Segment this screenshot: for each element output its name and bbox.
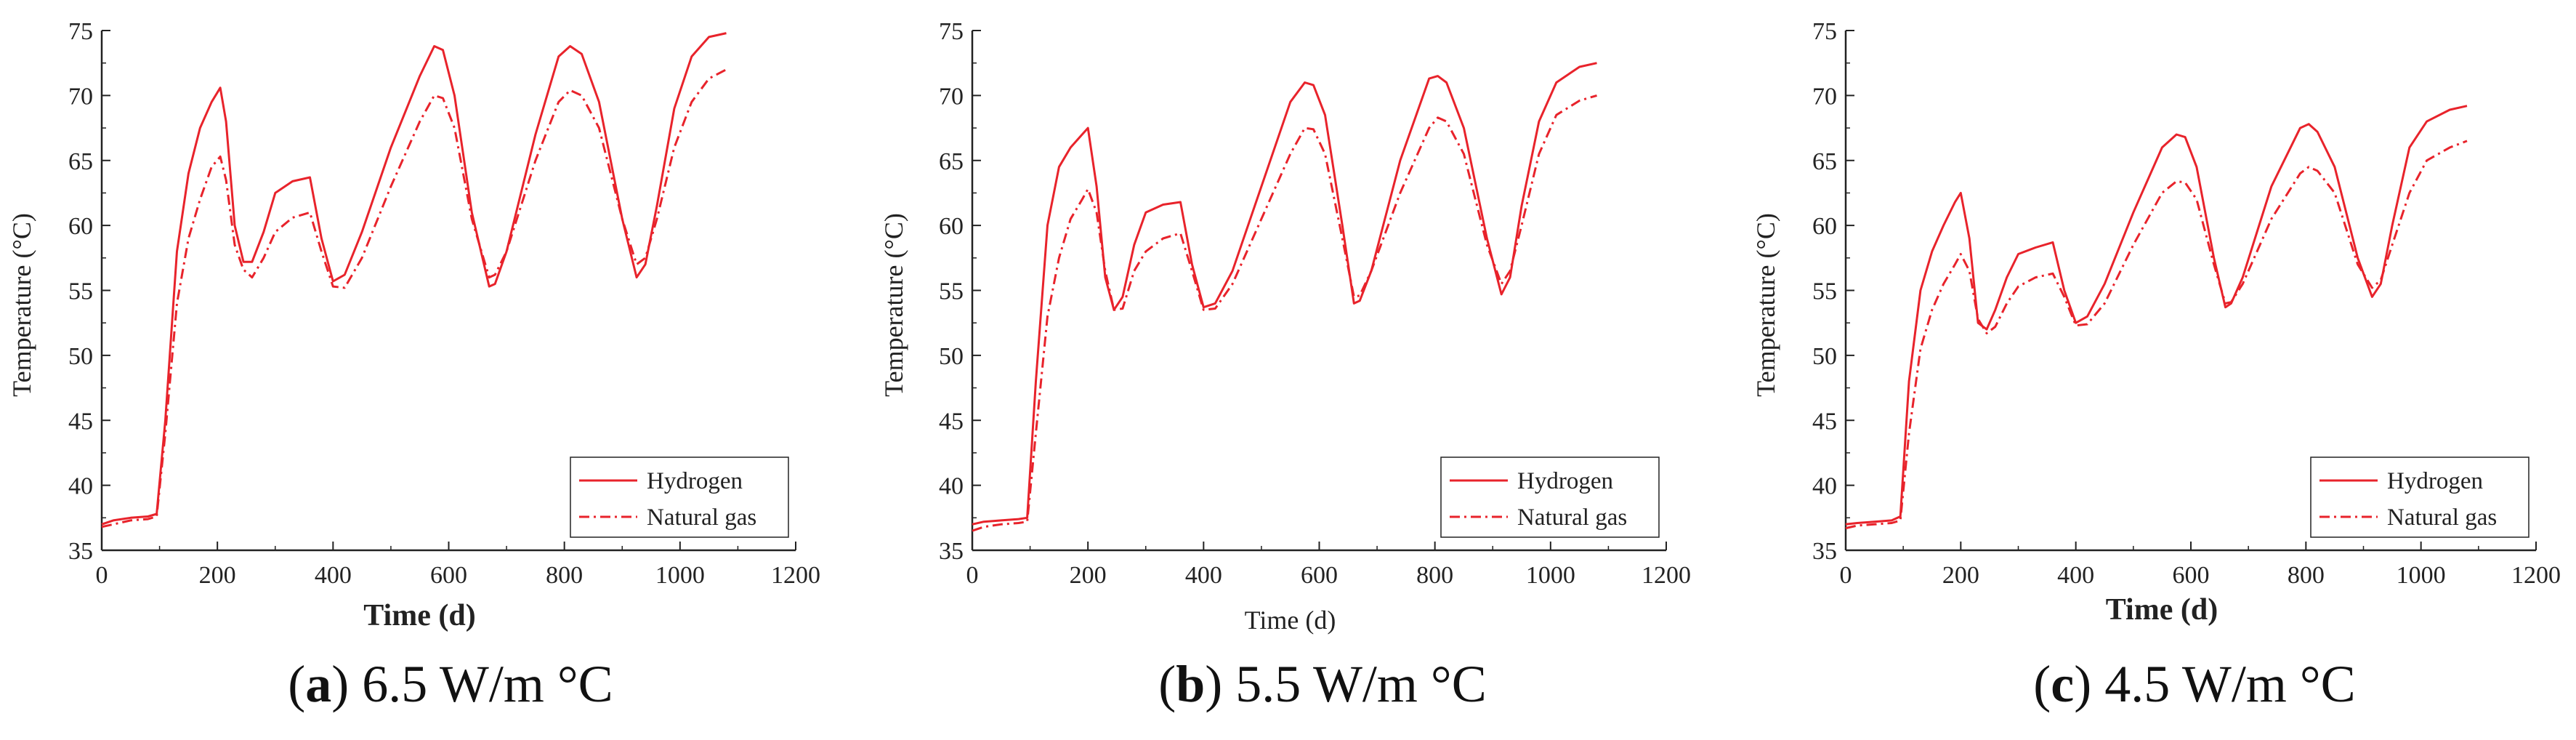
y-tick-label: 55 bbox=[939, 278, 964, 305]
x-tick-label: 800 bbox=[1416, 562, 1453, 589]
x-tick-label: 600 bbox=[430, 562, 467, 589]
y-tick-label: 65 bbox=[939, 148, 964, 175]
legend-label-hydrogen: Hydrogen bbox=[647, 468, 743, 494]
y-tick-label: 50 bbox=[68, 343, 93, 370]
series-line-natural-gas bbox=[1845, 140, 2468, 530]
x-tick-label: 400 bbox=[315, 562, 352, 589]
x-tick-label: 0 bbox=[1840, 562, 1852, 589]
y-tick-label: 35 bbox=[68, 538, 93, 565]
caption-a-letter: a bbox=[305, 655, 332, 713]
y-tick-label: 70 bbox=[68, 83, 93, 110]
caption-a: (a) 6.5 W/m °C bbox=[288, 655, 613, 713]
x-tick-label: 1000 bbox=[2397, 562, 2446, 589]
y-tick-label: 40 bbox=[1812, 473, 1837, 500]
y-tick-label: 55 bbox=[68, 278, 93, 305]
x-axis-label: Time (d) bbox=[363, 599, 475, 632]
y-tick-label: 70 bbox=[1812, 83, 1837, 110]
y-tick-label: 45 bbox=[939, 408, 964, 435]
legend-label-natural-gas: Natural gas bbox=[2387, 504, 2497, 531]
x-axis-label: Time (d) bbox=[2106, 593, 2218, 627]
y-tick-label: 55 bbox=[1812, 278, 1837, 305]
y-axis-label: Temperature (°C) bbox=[7, 213, 36, 397]
y-tick-label: 60 bbox=[939, 213, 964, 240]
x-tick-label: 200 bbox=[1942, 562, 1979, 589]
y-tick-label: 45 bbox=[68, 408, 93, 435]
legend-label-natural-gas: Natural gas bbox=[647, 504, 756, 531]
caption-b-letter: b bbox=[1176, 655, 1206, 713]
y-tick-label: 35 bbox=[939, 538, 964, 565]
series-line-natural-gas bbox=[101, 68, 727, 528]
y-tick-label: 75 bbox=[1812, 18, 1837, 45]
caption-b: (b) 5.5 W/m °C bbox=[1158, 655, 1487, 713]
y-tick-label: 45 bbox=[1812, 408, 1837, 435]
series-line-hydrogen bbox=[972, 62, 1597, 526]
x-tick-label: 800 bbox=[2288, 562, 2325, 589]
x-tick-label: 800 bbox=[546, 562, 583, 589]
y-tick-label: 65 bbox=[1812, 148, 1837, 175]
legend-label-hydrogen: Hydrogen bbox=[1517, 468, 1613, 494]
x-tick-label: 0 bbox=[966, 562, 979, 589]
caption-b-text: ) 5.5 W/m °C bbox=[1205, 655, 1487, 713]
chart-panel-b: 35 40 45 50 55 60 65 70 75 0 200 400 600 800 1000 1200 T… bbox=[879, 18, 1691, 635]
x-tick-label: 1200 bbox=[2511, 562, 2561, 589]
y-tick-label: 75 bbox=[68, 18, 93, 45]
caption-c: (c) 4.5 W/m °C bbox=[2033, 655, 2356, 713]
x-tick-label: 1200 bbox=[1642, 562, 1691, 589]
legend-label-natural-gas: Natural gas bbox=[1517, 504, 1627, 531]
y-axis-label: Temperature (°C) bbox=[1751, 213, 1780, 397]
legend-label-hydrogen: Hydrogen bbox=[2387, 468, 2483, 494]
y-tick-label: 70 bbox=[939, 83, 964, 110]
series-line-hydrogen bbox=[1845, 105, 2468, 526]
chart-panel-a: 35 40 45 50 55 60 65 70 75 0 200 400 600 800 1000 1200 T… bbox=[7, 18, 820, 632]
caption-c-text: ) 4.5 W/m °C bbox=[2074, 655, 2356, 713]
chart-panel-c: 35 40 45 50 55 60 65 70 75 0 200 400 600 800 1000 1200 T… bbox=[1751, 18, 2561, 627]
series-line-natural-gas bbox=[972, 94, 1597, 532]
x-tick-label: 1000 bbox=[655, 562, 705, 589]
x-axis-label: Time (d) bbox=[1245, 606, 1336, 635]
x-tick-label: 400 bbox=[1185, 562, 1222, 589]
y-tick-label: 60 bbox=[68, 213, 93, 240]
legend-box bbox=[570, 457, 789, 538]
y-tick-label: 40 bbox=[68, 473, 93, 500]
x-tick-label: 0 bbox=[96, 562, 108, 589]
y-tick-label: 75 bbox=[939, 18, 964, 45]
y-axis-label: Temperature (°C) bbox=[879, 213, 908, 397]
legend-box bbox=[2310, 457, 2529, 538]
y-tick-label: 60 bbox=[1812, 213, 1837, 240]
caption-a-text: ) 6.5 W/m °C bbox=[331, 655, 613, 713]
caption-c-letter: c bbox=[2051, 655, 2075, 713]
x-tick-label: 1000 bbox=[1526, 562, 1575, 589]
x-tick-label: 600 bbox=[2173, 562, 2210, 589]
y-tick-label: 50 bbox=[939, 343, 964, 370]
x-tick-label: 200 bbox=[1070, 562, 1107, 589]
y-tick-label: 35 bbox=[1812, 538, 1837, 565]
y-tick-label: 40 bbox=[939, 473, 964, 500]
y-tick-label: 65 bbox=[68, 148, 93, 175]
legend-box bbox=[1440, 457, 1660, 538]
x-tick-label: 200 bbox=[199, 562, 236, 589]
x-tick-label: 400 bbox=[2057, 562, 2094, 589]
series-line-hydrogen bbox=[101, 32, 727, 526]
x-tick-label: 600 bbox=[1301, 562, 1338, 589]
x-tick-label: 1200 bbox=[771, 562, 820, 589]
y-tick-label: 50 bbox=[1812, 343, 1837, 370]
